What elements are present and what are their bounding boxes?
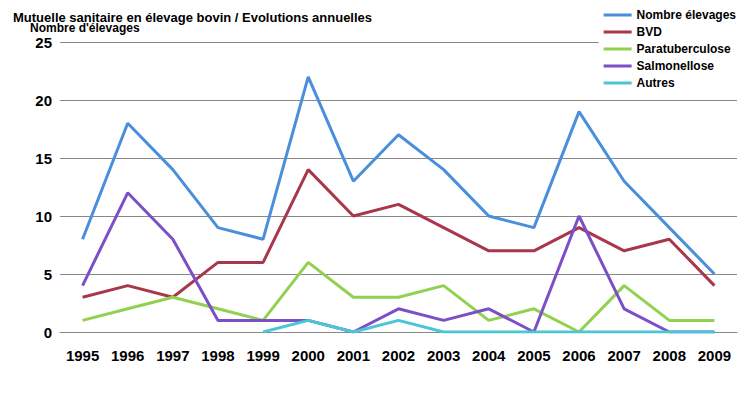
svg-text:1997: 1997 xyxy=(156,347,189,364)
svg-text:2006: 2006 xyxy=(562,347,595,364)
svg-text:Autres: Autres xyxy=(637,76,675,90)
svg-text:1998: 1998 xyxy=(201,347,234,364)
svg-text:2000: 2000 xyxy=(292,347,325,364)
svg-text:20: 20 xyxy=(35,92,52,109)
svg-text:Mutuelle sanitaire en élevage: Mutuelle sanitaire en élevage bovin / Ev… xyxy=(13,10,372,25)
svg-text:2008: 2008 xyxy=(653,347,686,364)
svg-text:2009: 2009 xyxy=(698,347,731,364)
svg-text:0: 0 xyxy=(44,324,52,341)
svg-text:1996: 1996 xyxy=(111,347,144,364)
svg-text:10: 10 xyxy=(35,208,52,225)
svg-text:2001: 2001 xyxy=(337,347,370,364)
svg-text:15: 15 xyxy=(35,150,52,167)
svg-text:BVD: BVD xyxy=(637,25,663,39)
svg-text:2004: 2004 xyxy=(472,347,506,364)
svg-text:2003: 2003 xyxy=(427,347,460,364)
svg-text:Nombre élevages: Nombre élevages xyxy=(637,8,737,22)
svg-text:Salmonellose: Salmonellose xyxy=(637,59,715,73)
svg-text:25: 25 xyxy=(35,34,52,51)
svg-text:2007: 2007 xyxy=(607,347,640,364)
svg-text:Paratuberculose: Paratuberculose xyxy=(637,42,731,56)
svg-text:2005: 2005 xyxy=(517,347,550,364)
svg-text:1999: 1999 xyxy=(246,347,279,364)
svg-text:1995: 1995 xyxy=(66,347,99,364)
svg-text:2002: 2002 xyxy=(382,347,415,364)
svg-text:5: 5 xyxy=(44,266,52,283)
